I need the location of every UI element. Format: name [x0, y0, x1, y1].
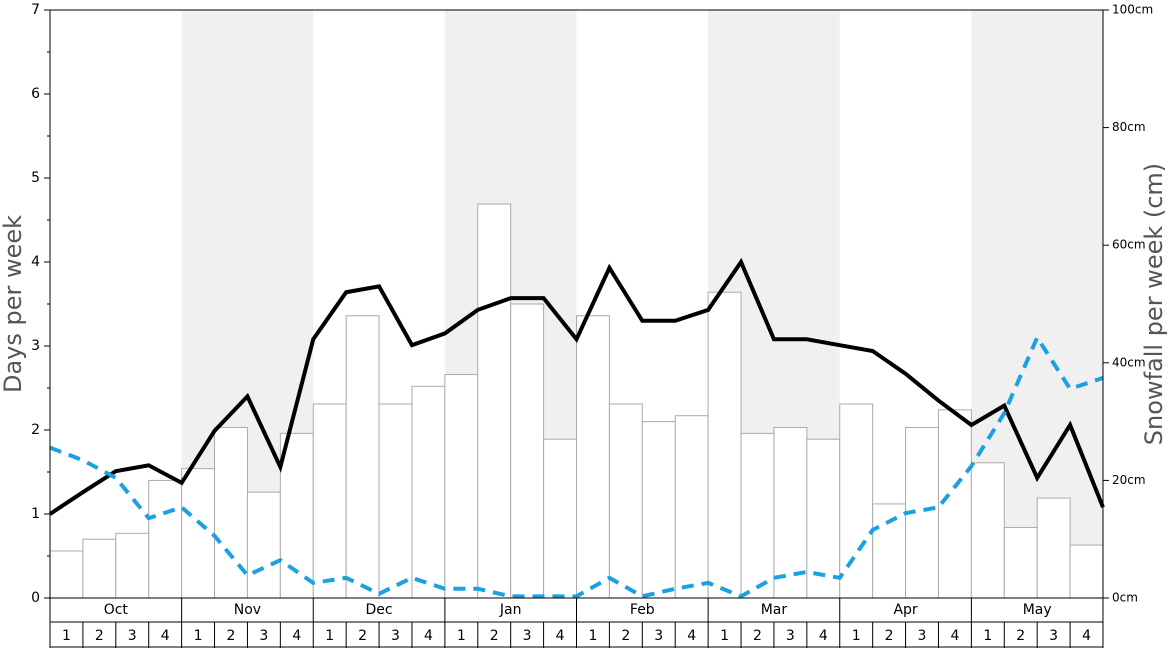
bar — [839, 403, 874, 599]
month-label: Oct — [104, 602, 129, 618]
bar — [707, 291, 742, 599]
week-label: 2 — [358, 628, 367, 644]
bar — [82, 538, 117, 599]
bar — [872, 503, 907, 599]
bar — [345, 315, 380, 599]
week-label: 4 — [819, 628, 828, 644]
bar — [444, 374, 479, 599]
week-label: 3 — [654, 628, 663, 644]
week-label: 4 — [950, 628, 959, 644]
week-label: 2 — [885, 628, 894, 644]
month-label: Feb — [630, 602, 655, 618]
bar — [510, 303, 545, 599]
week-label: 4 — [292, 628, 301, 644]
month-label: Dec — [366, 602, 393, 618]
bar — [181, 468, 216, 599]
week-label: 2 — [621, 628, 630, 644]
bar — [1069, 544, 1104, 599]
bar — [740, 432, 775, 599]
bar — [1036, 497, 1071, 599]
month-label: Nov — [234, 602, 261, 618]
week-label: 4 — [424, 628, 433, 644]
y2-tick-label: 100cm — [1112, 3, 1153, 17]
week-label: 1 — [983, 628, 992, 644]
bar — [576, 315, 610, 599]
bar — [543, 438, 577, 599]
week-label: 4 — [161, 628, 170, 644]
line-series — [49, 333, 1104, 599]
week-label: 2 — [95, 628, 104, 644]
week-label: 3 — [391, 628, 400, 644]
bar — [312, 403, 347, 599]
week-label: 3 — [128, 628, 137, 644]
y2-axis-label: Snowfall per week (cm) — [1140, 163, 1168, 445]
line-series — [48, 257, 1105, 516]
week-label: 3 — [259, 628, 268, 644]
week-label: 1 — [325, 628, 334, 644]
month-label: Jan — [499, 602, 522, 618]
bar — [477, 203, 512, 599]
month-label: Apr — [893, 602, 917, 618]
y-axis-label: Days per week — [0, 215, 27, 393]
y2-tick-label: 60cm — [1112, 238, 1146, 252]
y-tick-label: 7 — [31, 2, 40, 18]
y2-tick-label: 0cm — [1112, 591, 1138, 605]
week-label: 1 — [720, 628, 729, 644]
bar — [773, 426, 808, 599]
y-tick-label: 6 — [31, 86, 40, 102]
week-label: 2 — [753, 628, 762, 644]
week-label: 1 — [852, 628, 861, 644]
week-label: 1 — [194, 628, 203, 644]
bar — [608, 403, 643, 599]
month-label: Mar — [761, 602, 788, 618]
bar — [1003, 526, 1038, 599]
week-label: 3 — [1049, 628, 1058, 644]
week-label: 2 — [227, 628, 236, 644]
week-label: 4 — [1082, 628, 1091, 644]
month-label: May — [1023, 602, 1052, 618]
y2-tick-label: 40cm — [1112, 355, 1146, 369]
week-label: 2 — [490, 628, 499, 644]
bar — [674, 415, 709, 599]
bar — [641, 421, 676, 599]
bar — [806, 438, 841, 599]
y-tick-label: 5 — [31, 170, 40, 186]
week-label: 3 — [918, 628, 927, 644]
week-label: 4 — [687, 628, 696, 644]
week-label: 1 — [62, 628, 71, 644]
bar — [115, 532, 150, 599]
bar — [49, 550, 84, 599]
y2-tick-label: 80cm — [1112, 120, 1146, 134]
bar — [246, 491, 281, 599]
y2-tick-label: 20cm — [1112, 473, 1146, 487]
week-label: 1 — [457, 628, 466, 644]
bar — [411, 385, 446, 599]
y-tick-label: 1 — [31, 506, 40, 522]
week-label: 4 — [556, 628, 565, 644]
bar — [970, 462, 1005, 599]
y-tick-label: 3 — [31, 338, 40, 354]
bar — [378, 403, 413, 599]
week-label: 3 — [786, 628, 795, 644]
y-tick-label: 0 — [31, 590, 40, 606]
week-label: 2 — [1016, 628, 1025, 644]
y-tick-label: 4 — [31, 254, 40, 270]
y-tick-label: 2 — [31, 422, 40, 438]
week-label: 1 — [588, 628, 597, 644]
bar — [148, 479, 183, 599]
week-label: 3 — [523, 628, 532, 644]
